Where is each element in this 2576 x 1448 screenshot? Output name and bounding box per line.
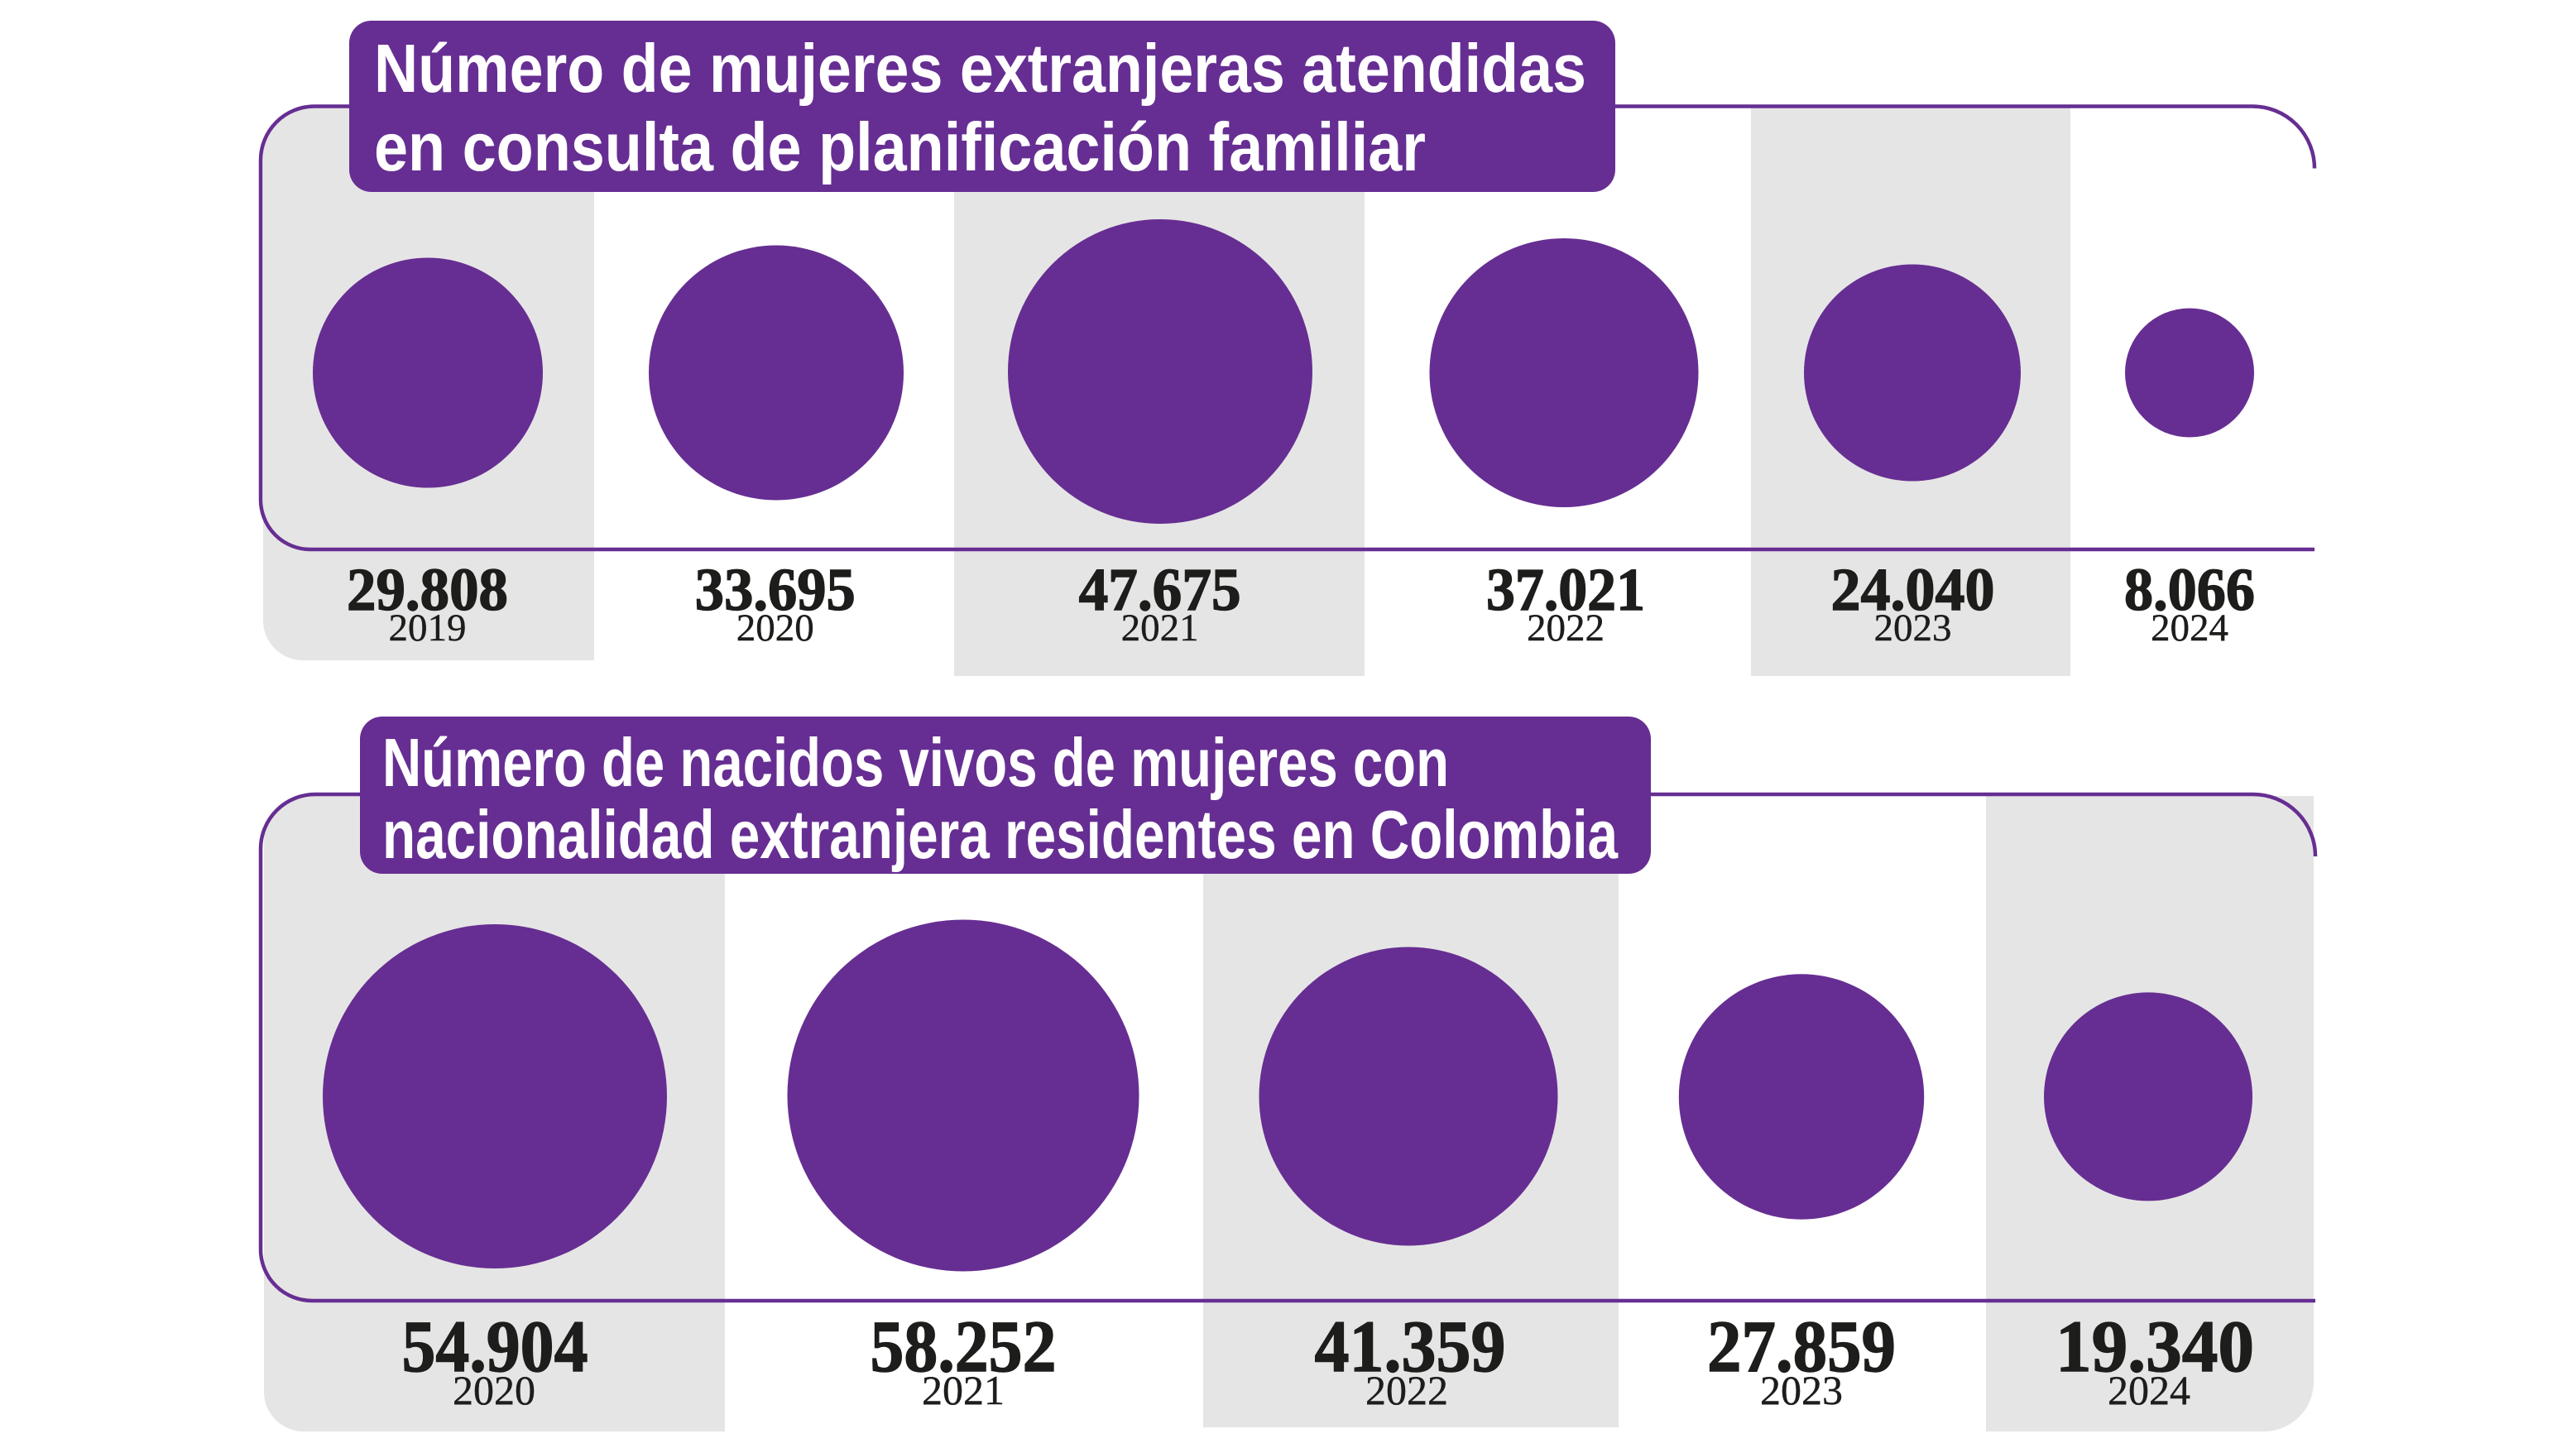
svg-text:8.066: 8.066 [2124, 556, 2255, 623]
svg-text:2019: 2019 [389, 607, 467, 650]
svg-text:Número de mujeres extranjeras: Número de mujeres extranjeras atendidas [374, 30, 1586, 107]
svg-text:2021: 2021 [922, 1367, 1005, 1413]
svg-text:24.040: 24.040 [1831, 556, 1995, 623]
svg-text:2022: 2022 [1365, 1367, 1448, 1413]
svg-text:27.859: 27.859 [1707, 1307, 1896, 1388]
svg-text:41.359: 41.359 [1315, 1307, 1506, 1388]
svg-text:2020: 2020 [736, 607, 814, 650]
svg-text:2020: 2020 [453, 1367, 535, 1413]
svg-text:2023: 2023 [1760, 1367, 1843, 1413]
svg-text:19.340: 19.340 [2056, 1307, 2254, 1388]
svg-text:33.695: 33.695 [695, 556, 856, 623]
svg-text:en consulta de planificación f: en consulta de planificación familiar [374, 108, 1426, 185]
svg-text:47.675: 47.675 [1079, 556, 1241, 623]
svg-text:54.904: 54.904 [402, 1307, 588, 1388]
svg-text:nacionalidad extranjera reside: nacionalidad extranjera residentes en Co… [382, 796, 1619, 873]
svg-text:2024: 2024 [2108, 1367, 2190, 1413]
svg-text:2022: 2022 [1527, 607, 1605, 650]
svg-text:37.021: 37.021 [1486, 556, 1645, 623]
svg-text:58.252: 58.252 [871, 1307, 1057, 1388]
svg-text:2024: 2024 [2151, 607, 2228, 650]
svg-text:Número de nacidos vivos de muj: Número de nacidos vivos de mujeres con [382, 724, 1449, 801]
svg-text:29.808: 29.808 [347, 556, 508, 623]
svg-text:2023: 2023 [1874, 607, 1952, 650]
svg-text:2021: 2021 [1121, 607, 1199, 650]
